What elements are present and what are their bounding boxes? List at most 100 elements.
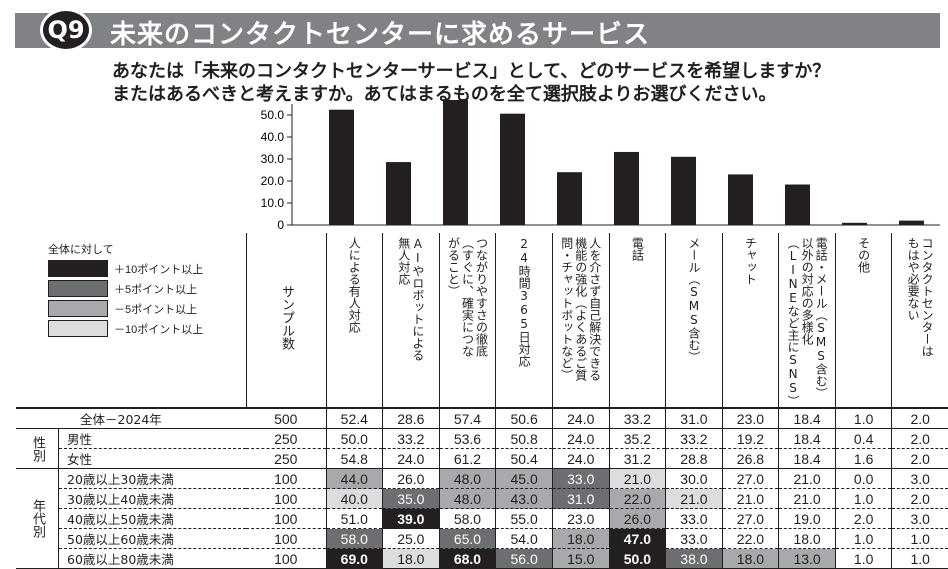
value-cell: 21.0 <box>665 488 723 509</box>
value-cell: 22.0 <box>608 488 666 509</box>
value-cell: 24.0 <box>551 408 610 429</box>
value-cell: 48.0 <box>438 468 496 489</box>
bar <box>386 162 411 225</box>
value-cell: 1.0 <box>834 528 892 549</box>
row-label: 男性 <box>58 428 246 449</box>
value-cell: 28.8 <box>665 448 723 469</box>
bar <box>329 109 354 225</box>
bar-chart: 0 10.0 20.0 30.0 40.0 50.0 <box>261 100 940 232</box>
value-cell: 19.2 <box>721 428 779 449</box>
value-cell: 1.0 <box>834 548 892 569</box>
value-cell: 22.0 <box>721 528 779 549</box>
value-cell: 1.0 <box>834 408 892 429</box>
value-cell: 68.0 <box>438 548 496 569</box>
value-cell: 1.0 <box>891 548 948 569</box>
legend-label: ＋5ポイント以上 <box>114 283 198 296</box>
column-header-label: チャット <box>743 237 758 285</box>
value-cell: 0.0 <box>834 468 892 489</box>
table-row: 女性 250 54.8 24.0 61.2 50.4 24.0 31.2 28.8 26.8 18.… <box>16 448 948 469</box>
value-cell: 50.0 <box>608 548 666 569</box>
value-cell: 2.0 <box>891 448 948 469</box>
value-cell: 50.4 <box>495 448 553 469</box>
value-cell: 2.0 <box>891 428 948 449</box>
value-cell: 58.0 <box>325 528 383 549</box>
row-label: 20歳以上30歳未満 <box>58 468 246 489</box>
value-cell: 26.0 <box>608 508 666 529</box>
column-header-label: 24時間365日対応 <box>517 237 532 367</box>
value-cell: 65.0 <box>438 528 496 549</box>
value-cell: 44.0 <box>325 468 383 489</box>
value-cell: 39.0 <box>382 508 440 529</box>
y-tick-label: 30.0 <box>261 152 285 166</box>
value-cell: 0.4 <box>834 428 892 449</box>
value-cell: 35.0 <box>382 488 440 509</box>
sample-size: 100 <box>246 488 327 509</box>
y-tick-label: 50.0 <box>261 108 285 122</box>
row-label: 全体－2024年 <box>16 408 246 429</box>
table-row: 40歳以上50歳未満 100 51.0 39.0 58.0 55.0 23.0 26.0 33.… <box>16 508 948 529</box>
value-cell: 33.0 <box>665 508 723 529</box>
value-cell: 27.0 <box>721 468 779 489</box>
sample-size: 500 <box>246 408 327 429</box>
value-cell: 15.0 <box>551 548 610 569</box>
value-cell: 40.0 <box>325 488 383 509</box>
row-label: 60歳以上80歳未満 <box>58 548 246 569</box>
value-cell: 26.8 <box>721 448 779 469</box>
column-header: コンタクトセンターは もはや必要ない <box>891 233 948 409</box>
legend-title: 全体に対して <box>48 244 114 256</box>
value-cell: 28.6 <box>382 408 440 429</box>
value-cell: 31.0 <box>665 408 723 429</box>
column-header-label: メール（SMS含む） <box>686 237 701 363</box>
value-cell: 18.4 <box>778 408 836 429</box>
column-header: つながりやすさの徹底 （すぐに、確実につな がること） <box>438 233 496 409</box>
value-cell: 33.0 <box>551 468 610 489</box>
value-cell: 23.0 <box>721 408 779 429</box>
value-cell: 19.0 <box>778 508 836 529</box>
column-header: メール（SMS含む） <box>665 233 723 409</box>
value-cell: 1.6 <box>834 448 892 469</box>
value-cell: 45.0 <box>495 468 553 489</box>
value-cell: 21.0 <box>778 468 836 489</box>
column-header: 人による有人対応 <box>325 233 383 409</box>
legend-item: ＋10ポイント以上 <box>48 260 246 277</box>
value-cell: 56.0 <box>495 548 553 569</box>
column-header-label: 電話 <box>630 237 645 261</box>
column-header: その他 <box>834 233 892 409</box>
legend-swatch <box>48 260 108 277</box>
value-cell: 24.0 <box>382 448 440 469</box>
bar <box>557 172 582 225</box>
value-cell: 26.0 <box>382 468 440 489</box>
bar <box>671 156 696 225</box>
value-cell: 43.0 <box>495 488 553 509</box>
value-cell: 23.0 <box>551 508 610 529</box>
table-row: 性別 男性 250 50.0 33.2 53.6 50.8 24.0 35.2 33.2 19.2 1… <box>16 428 948 469</box>
value-cell: 52.4 <box>325 408 383 429</box>
y-tick-label: 0 <box>277 218 284 232</box>
bar <box>500 113 525 225</box>
value-cell: 18.0 <box>382 548 440 569</box>
value-cell: 38.0 <box>665 548 723 569</box>
value-cell: 48.0 <box>438 488 496 509</box>
value-cell: 13.0 <box>778 548 836 569</box>
sample-header: サンプル数 <box>245 233 327 409</box>
value-cell: 53.6 <box>438 428 496 449</box>
value-cell: 24.0 <box>551 428 610 449</box>
table-row: 年代別 20歳以上30歳未満 100 44.0 26.0 48.0 45.0 33.0 21.0… <box>16 468 948 569</box>
column-header: 電話・メール（SMS含む） 以外の対応の多様化 （LINEなど主にSNS） <box>778 233 836 409</box>
legend-swatch <box>48 280 108 297</box>
legend-swatch <box>48 320 108 337</box>
value-cell: 2.0 <box>891 408 948 429</box>
table-row: 50歳以上60歳未満 100 58.0 25.0 65.0 54.0 18.0 47.0 33.… <box>16 528 948 549</box>
value-cell: 1.0 <box>891 528 948 549</box>
bar <box>785 184 810 225</box>
legend: 全体に対して ＋10ポイント以上 ＋5ポイント以上 －5ポイント以上 －10ポイント以… <box>16 233 246 409</box>
value-cell: 31.0 <box>551 488 610 509</box>
row-label: 女性 <box>58 448 246 469</box>
value-cell: 33.2 <box>665 428 723 449</box>
value-cell: 35.2 <box>608 428 666 449</box>
legend-label: ＋10ポイント以上 <box>114 263 204 276</box>
sample-size: 250 <box>246 448 327 469</box>
value-cell: 33.2 <box>608 408 666 429</box>
value-cell: 50.8 <box>495 428 553 449</box>
legend-label: －10ポイント以上 <box>114 323 204 336</box>
